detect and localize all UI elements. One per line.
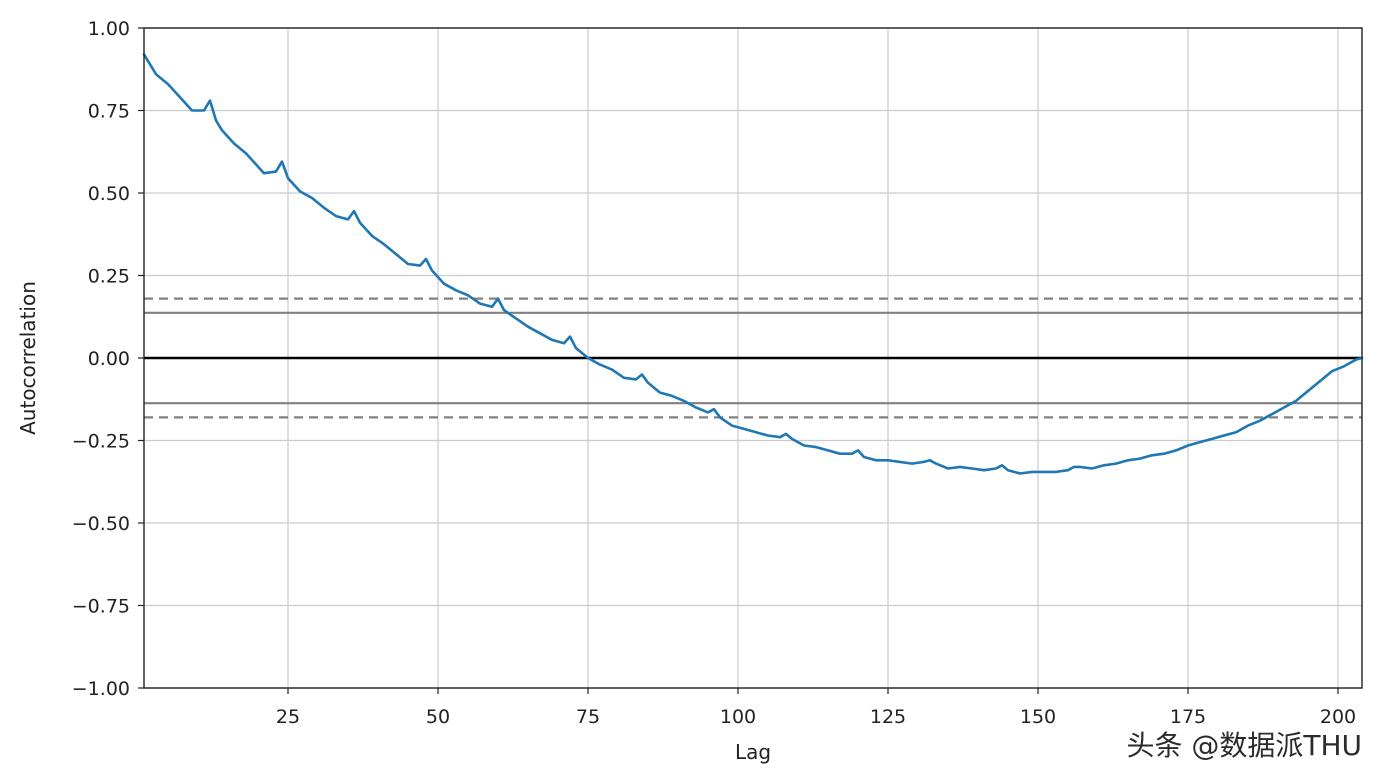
- y-tick-label: −1.00: [72, 678, 130, 700]
- x-tick-label: 50: [426, 706, 450, 728]
- x-axis-ticks: 25 50 75 100 125 150 175 200: [276, 688, 1356, 728]
- x-tick-label: 75: [576, 706, 600, 728]
- x-axis-label: Lag: [735, 740, 771, 764]
- y-tick-label: 0.00: [88, 348, 130, 370]
- x-tick-label: 175: [1170, 706, 1206, 728]
- y-tick-label: −0.75: [72, 596, 130, 618]
- y-axis-ticks: 1.00 0.75 0.50 0.25 0.00 −0.25 −0.50 −0.75 −1.00: [72, 18, 144, 700]
- x-tick-label: 200: [1320, 706, 1356, 728]
- x-tick-label: 150: [1020, 706, 1056, 728]
- y-tick-label: 1.00: [88, 18, 130, 40]
- x-tick-label: 125: [870, 706, 906, 728]
- watermark-text: 头条 @数据派THU: [1126, 729, 1362, 762]
- x-tick-label: 100: [720, 706, 756, 728]
- y-tick-label: −0.50: [72, 513, 130, 535]
- y-tick-label: −0.25: [72, 431, 130, 453]
- y-tick-label: 0.25: [88, 266, 130, 288]
- x-tick-label: 25: [276, 706, 300, 728]
- y-tick-label: 0.75: [88, 101, 130, 123]
- autocorrelation-series-line: [142, 53, 1364, 475]
- y-tick-label: 0.50: [88, 183, 130, 205]
- y-axis-label: Autocorrelation: [16, 281, 40, 435]
- confidence-band-lines: [144, 297, 1362, 419]
